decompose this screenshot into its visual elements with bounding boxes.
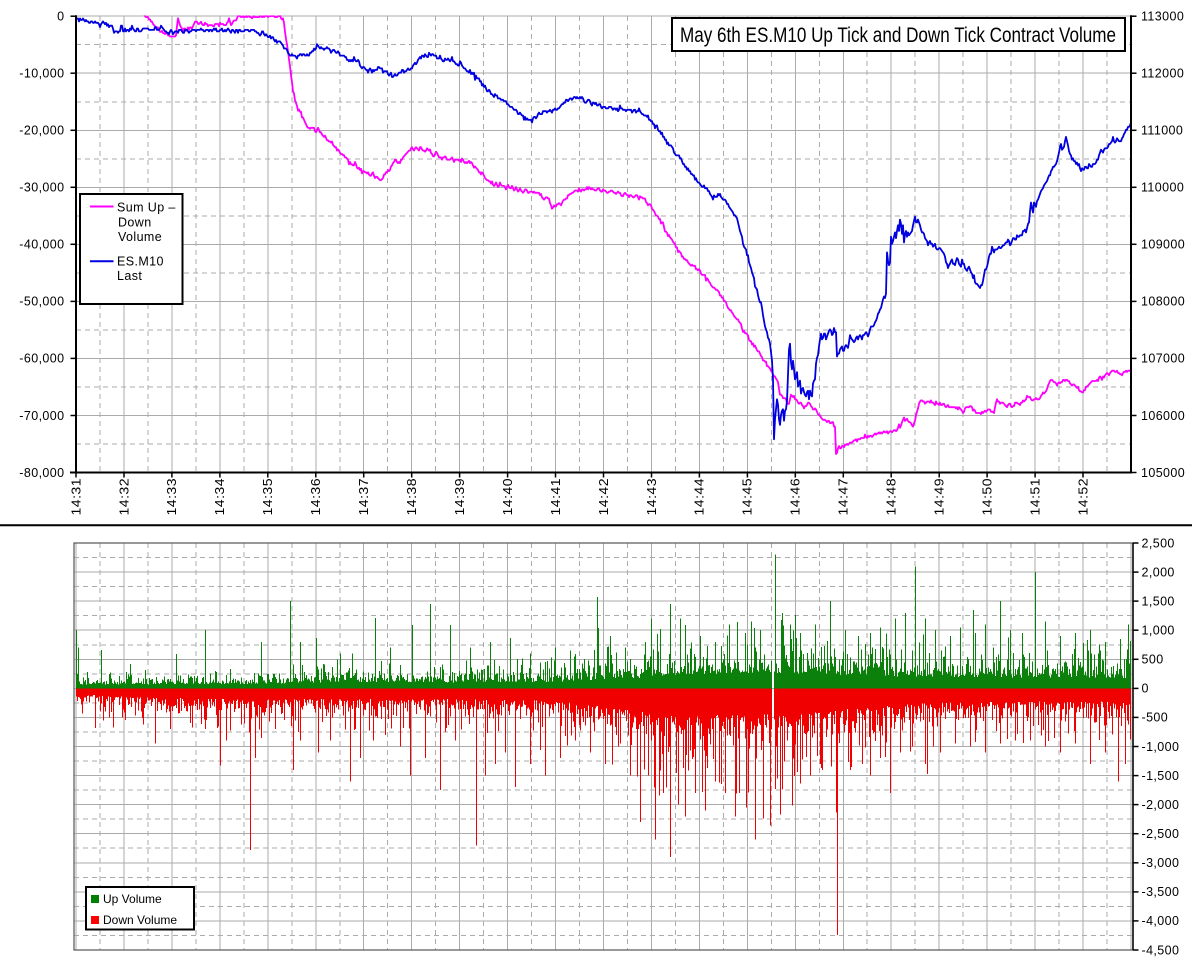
svg-text:Last: Last xyxy=(117,269,142,283)
svg-text:Volume: Volume xyxy=(118,230,162,244)
svg-text:113000: 113000 xyxy=(1141,10,1184,24)
svg-text:-1,500: -1,500 xyxy=(1142,769,1180,783)
svg-text:-4,500: -4,500 xyxy=(1142,943,1180,957)
svg-text:-2,500: -2,500 xyxy=(1142,827,1180,841)
svg-text:108000: 108000 xyxy=(1141,295,1185,309)
svg-text:-50,000: -50,000 xyxy=(19,295,64,309)
svg-text:14:52: 14:52 xyxy=(1076,478,1090,516)
svg-text:1,000: 1,000 xyxy=(1142,624,1175,638)
svg-text:0: 0 xyxy=(57,10,64,24)
svg-text:112000: 112000 xyxy=(1141,67,1184,81)
svg-text:500: 500 xyxy=(1142,653,1164,667)
svg-text:-70,000: -70,000 xyxy=(19,409,64,423)
svg-text:110000: 110000 xyxy=(1141,181,1184,195)
svg-text:14:38: 14:38 xyxy=(405,478,419,516)
svg-text:14:39: 14:39 xyxy=(453,478,467,516)
svg-text:-2,000: -2,000 xyxy=(1142,798,1180,812)
svg-text:Down Volume: Down Volume xyxy=(103,913,177,927)
svg-text:-30,000: -30,000 xyxy=(19,181,64,195)
svg-text:-60,000: -60,000 xyxy=(19,352,64,366)
svg-text:14:49: 14:49 xyxy=(933,478,947,516)
svg-text:2,500: 2,500 xyxy=(1142,536,1175,550)
svg-text:111000: 111000 xyxy=(1141,124,1183,138)
svg-text:14:34: 14:34 xyxy=(213,478,227,516)
svg-text:1,500: 1,500 xyxy=(1142,594,1175,608)
svg-text:14:41: 14:41 xyxy=(549,478,563,516)
svg-text:14:43: 14:43 xyxy=(645,478,659,516)
svg-text:14:45: 14:45 xyxy=(741,478,755,516)
svg-text:109000: 109000 xyxy=(1141,238,1185,252)
svg-text:14:40: 14:40 xyxy=(501,478,515,516)
svg-text:Up Volume: Up Volume xyxy=(103,892,162,906)
svg-text:14:46: 14:46 xyxy=(789,478,803,516)
svg-text:-3,000: -3,000 xyxy=(1142,856,1180,870)
svg-text:-4,000: -4,000 xyxy=(1142,914,1180,928)
svg-text:14:48: 14:48 xyxy=(885,478,899,516)
svg-text:May 6th ES.M10 Up Tick and Dow: May 6th ES.M10 Up Tick and Down Tick Con… xyxy=(680,24,1116,47)
svg-text:14:31: 14:31 xyxy=(69,478,83,516)
svg-text:-80,000: -80,000 xyxy=(19,466,64,480)
svg-text:14:51: 14:51 xyxy=(1028,478,1042,516)
svg-text:-1,000: -1,000 xyxy=(1142,740,1180,754)
svg-text:14:35: 14:35 xyxy=(261,478,275,516)
svg-text:-500: -500 xyxy=(1142,711,1169,725)
svg-text:105000: 105000 xyxy=(1141,466,1185,480)
svg-text:106000: 106000 xyxy=(1141,409,1185,423)
svg-text:ES.M10: ES.M10 xyxy=(117,254,164,268)
svg-text:-20,000: -20,000 xyxy=(19,124,64,138)
svg-text:107000: 107000 xyxy=(1141,352,1185,366)
svg-text:14:33: 14:33 xyxy=(165,478,179,516)
svg-text:14:42: 14:42 xyxy=(597,478,611,516)
svg-text:14:37: 14:37 xyxy=(357,478,371,516)
svg-text:Sum Up –: Sum Up – xyxy=(117,201,176,215)
svg-text:Down: Down xyxy=(118,215,152,229)
svg-text:14:50: 14:50 xyxy=(980,478,994,516)
svg-text:-10,000: -10,000 xyxy=(19,67,64,81)
svg-text:-3,500: -3,500 xyxy=(1142,885,1180,899)
svg-text:-40,000: -40,000 xyxy=(19,238,64,252)
svg-text:14:44: 14:44 xyxy=(693,478,707,516)
svg-text:14:47: 14:47 xyxy=(837,478,851,516)
svg-text:14:32: 14:32 xyxy=(117,478,131,516)
svg-text:14:36: 14:36 xyxy=(309,478,323,516)
svg-text:0: 0 xyxy=(1142,682,1149,696)
svg-text:2,000: 2,000 xyxy=(1142,565,1175,579)
